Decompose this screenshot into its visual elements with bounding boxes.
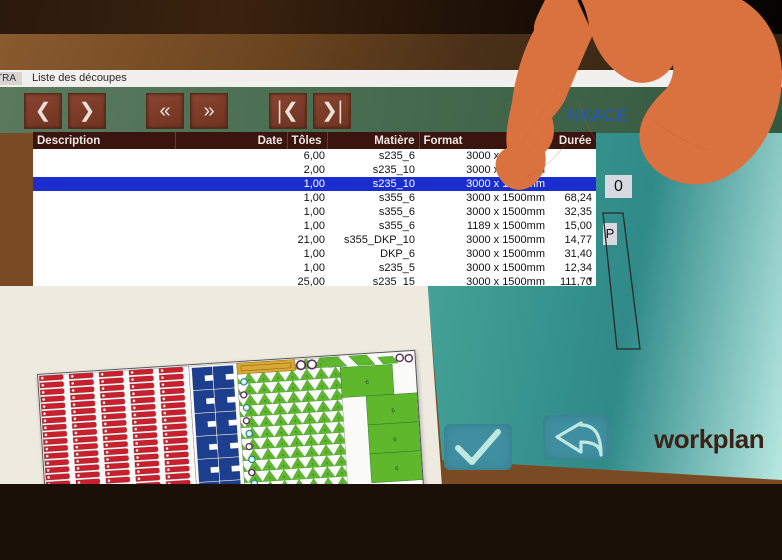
svg-text:6: 6 <box>393 438 397 444</box>
svg-text:6: 6 <box>365 380 369 386</box>
svg-text:6: 6 <box>391 409 395 415</box>
svg-text:6: 6 <box>394 466 398 472</box>
